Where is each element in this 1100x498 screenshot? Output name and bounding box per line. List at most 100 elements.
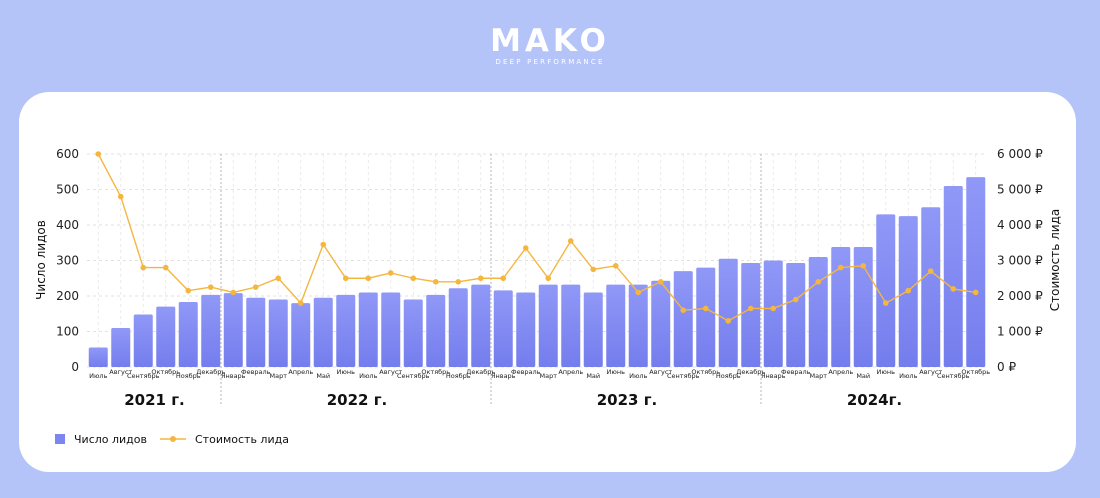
x-tick-label: Сентябрь — [937, 372, 970, 380]
bar — [111, 327, 131, 367]
cost-point — [477, 275, 484, 282]
cost-point — [252, 284, 259, 290]
cost-point — [365, 275, 372, 282]
bar — [133, 314, 153, 367]
bar — [178, 302, 198, 367]
cost-point — [185, 287, 192, 294]
x-tick-label: Август — [649, 368, 672, 376]
x-tick-label: Май — [586, 372, 600, 380]
x-tick-label: Январь — [761, 372, 786, 380]
bar — [696, 267, 716, 367]
cost-point — [455, 279, 462, 285]
cost-point — [500, 275, 507, 282]
bar — [156, 306, 176, 367]
y-tick-label: 500 — [56, 183, 79, 197]
x-tick-label: Октябрь — [691, 368, 720, 376]
x-tick-label: Август — [109, 368, 132, 376]
cost-point — [207, 284, 214, 290]
leads-chart: 0 0 ₽ 100 1 000 ₽ 200 2 000 ₽ 300 3 000 ₽ 400 4 0… — [34, 147, 1062, 446]
cost-point — [882, 300, 889, 306]
x-tick-label: Июль — [89, 372, 107, 380]
year-label: 2024г. — [847, 391, 902, 409]
cost-point — [117, 193, 124, 200]
year-label: 2022 г. — [327, 391, 388, 409]
x-tick-label: Февраль — [781, 368, 811, 376]
bar — [718, 258, 738, 367]
x-tick-label: Апрель — [828, 368, 853, 376]
bar — [246, 297, 266, 367]
bar — [921, 207, 941, 367]
bar — [538, 284, 558, 367]
x-tick-label: Январь — [491, 372, 516, 380]
bar — [561, 284, 581, 367]
cost-point — [635, 289, 642, 296]
cost-point — [140, 264, 147, 271]
x-tick-label: Январь — [221, 372, 246, 380]
cost-point — [275, 275, 282, 282]
bar — [516, 292, 536, 367]
x-tick-label: Апрель — [558, 368, 583, 376]
bar — [763, 260, 783, 367]
bar — [403, 299, 423, 367]
cost-point — [230, 289, 237, 296]
x-tick-label: Ноябрь — [176, 372, 201, 380]
x-tick-label: Декабрь — [196, 368, 225, 376]
x-tick-label: Апрель — [288, 368, 313, 376]
cost-line — [97, 153, 976, 322]
y-tick-label: 600 — [56, 147, 79, 161]
cost-point — [770, 305, 777, 312]
cost-point — [320, 241, 327, 248]
x-tick-label: Октябрь — [961, 368, 990, 376]
y-tick-label: 100 — [56, 325, 79, 339]
bar — [426, 294, 446, 367]
cost-point — [95, 151, 102, 157]
bar — [606, 284, 626, 367]
y2-tick-label: 3 000 ₽ — [997, 254, 1043, 268]
cost-point — [590, 266, 597, 273]
x-tick-label: Ноябрь — [446, 372, 471, 380]
bar — [628, 284, 648, 367]
cost-point — [567, 238, 574, 244]
cost-point — [792, 296, 799, 303]
x-tick-label: Июль — [359, 372, 377, 380]
x-tick-label: Июль — [629, 372, 647, 380]
chart-card: 0 0 ₽ 100 1 000 ₽ 200 2 000 ₽ 300 3 000 ₽ 400 4 0… — [19, 92, 1076, 472]
year-label: 2021 г. — [124, 391, 185, 409]
x-tick-label: Февраль — [241, 368, 271, 376]
x-tick-label: Октябрь — [421, 368, 450, 376]
y2-tick-label: 4 000 ₽ — [997, 218, 1043, 232]
cost-point — [927, 268, 934, 274]
x-tick-label: Ноябрь — [716, 372, 741, 380]
y2-axis-title: Стоимость лида — [1048, 209, 1062, 312]
bar — [313, 297, 333, 367]
cost-point — [657, 279, 664, 285]
cost-point — [410, 275, 417, 282]
bar — [336, 294, 356, 367]
brand-logo: MAKO DEEP PERFORMANCE — [0, 24, 1100, 66]
year-label: 2023 г. — [597, 391, 658, 409]
x-tick-label: Июнь — [337, 368, 356, 376]
bar — [471, 284, 491, 367]
x-tick-label: Март — [269, 372, 287, 380]
bar — [358, 292, 378, 367]
bar — [448, 288, 468, 367]
brand-name: MAKO — [490, 23, 610, 59]
bar — [853, 247, 873, 367]
y2-tick-label: 0 ₽ — [997, 360, 1016, 374]
x-tick-label: Май — [856, 372, 870, 380]
bar — [583, 292, 603, 367]
x-tick-label: Март — [809, 372, 827, 380]
cost-point — [860, 263, 867, 269]
cost-point — [725, 318, 732, 324]
y2-tick-label: 6 000 ₽ — [997, 147, 1043, 161]
x-tick-label: Август — [919, 368, 942, 376]
cost-point — [702, 305, 709, 312]
bar — [88, 347, 108, 367]
cost-point — [680, 307, 687, 313]
x-tick-label: Август — [379, 368, 402, 376]
bar — [223, 293, 243, 367]
legend-label-cost: Стоимость лида — [195, 433, 289, 446]
bar — [943, 185, 963, 367]
y-tick-label: 200 — [56, 289, 79, 303]
x-tick-label: Сентябрь — [667, 372, 700, 380]
